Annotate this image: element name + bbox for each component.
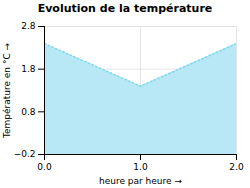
svg-text:0.8: 0.8	[21, 107, 36, 117]
html-text:Evolution de la température: Evolution de la température	[37, 2, 213, 15]
svg-text:−0.2: −0.2	[14, 149, 36, 159]
svg-text:2.8: 2.8	[21, 21, 36, 31]
svg-text:1.0: 1.0	[133, 162, 148, 172]
svg-text:0.0: 0.0	[37, 162, 52, 172]
svg-text:Température en °C →: Température en °C →	[2, 42, 12, 139]
svg-text:heure par heure →: heure par heure →	[99, 176, 182, 186]
svg-text:1.8: 1.8	[21, 64, 36, 74]
svg-text:2.0: 2.0	[229, 162, 244, 172]
